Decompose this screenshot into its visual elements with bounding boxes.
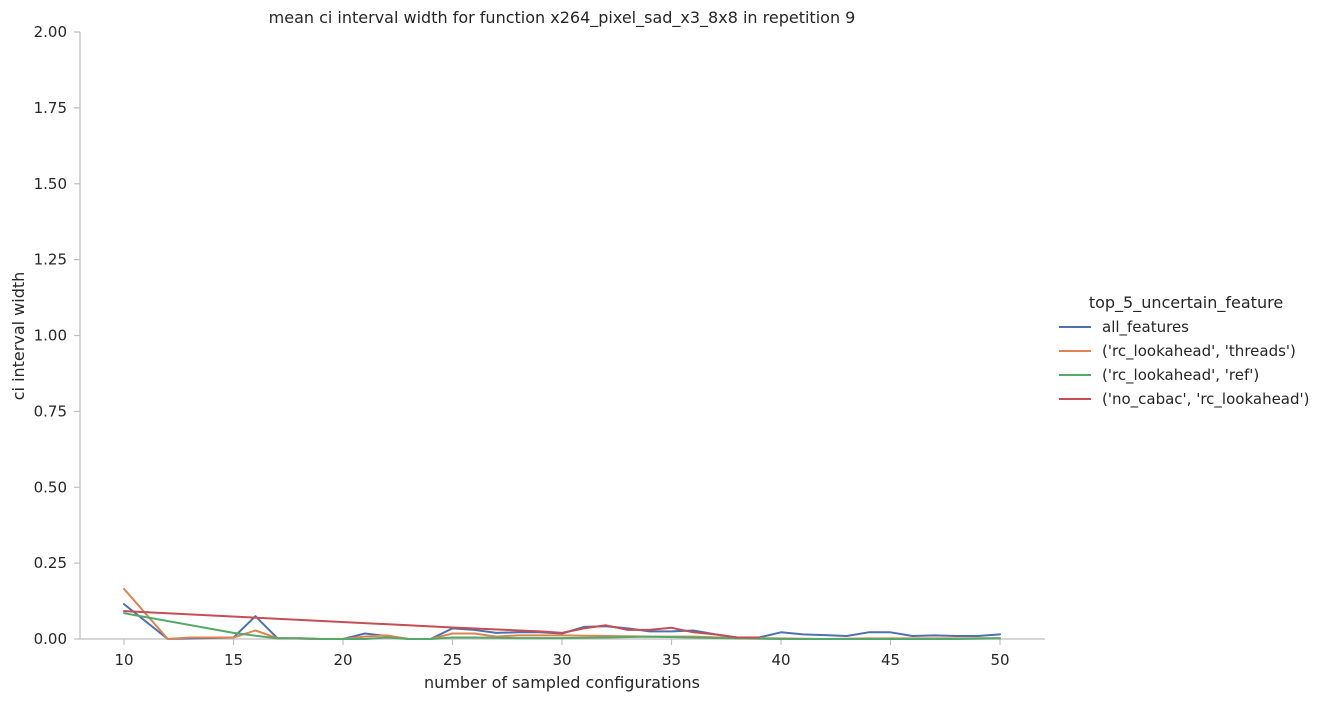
legend-label: ('rc_lookahead', 'threads') <box>1102 342 1296 361</box>
legend-title: top_5_uncertain_feature <box>1089 293 1283 313</box>
legend-label: all_features <box>1102 318 1189 337</box>
y-tick-label: 1.00 <box>34 327 67 345</box>
x-tick-label: 25 <box>443 651 462 669</box>
x-tick-label: 20 <box>333 651 352 669</box>
x-tick-label: 40 <box>771 651 790 669</box>
chart-title: mean ci interval width for function x264… <box>269 8 856 28</box>
y-tick-label: 1.50 <box>34 175 67 193</box>
x-tick-label: 15 <box>224 651 243 669</box>
plot-area: 0.000.250.500.751.001.251.501.752.00 10 1… <box>34 23 1045 669</box>
x-tick-label: 45 <box>881 651 900 669</box>
y-tick-group: 0.00 0.25 0.50 0.75 1.00 1.25 1.50 1.75 2.00 <box>34 23 80 648</box>
legend-label: ('no_cabac', 'rc_lookahead') <box>1102 390 1310 409</box>
y-tick-label: 0.75 <box>34 402 67 420</box>
y-tick-label: 1.75 <box>34 99 67 117</box>
legend: top_5_uncertain_feature all_features ('rc… <box>1059 293 1310 409</box>
series-line-2 <box>123 612 1001 640</box>
legend-label: ('rc_lookahead', 'ref') <box>1102 366 1259 385</box>
y-tick-label: 0.00 <box>34 630 67 648</box>
x-tick-group: 10 15 20 25 30 35 40 45 50 <box>114 639 1010 669</box>
x-tick-label: 10 <box>114 651 133 669</box>
x-axis-title: number of sampled configurations <box>424 673 700 692</box>
y-axis-title: ci interval width <box>9 272 28 401</box>
x-tick-label: 30 <box>552 651 571 669</box>
y-tick-label: 0.50 <box>34 478 67 496</box>
x-tick-label: 50 <box>990 651 1009 669</box>
y-tick-label: 0.25 <box>34 554 67 572</box>
series-line-3 <box>123 610 761 639</box>
legend-items: all_features ('rc_lookahead', 'threads') (… <box>1059 318 1310 409</box>
series-group <box>123 587 1001 640</box>
y-tick-label: 2.00 <box>34 23 67 41</box>
y-tick-label: 1.25 <box>34 251 67 269</box>
x-tick-label: 35 <box>662 651 681 669</box>
